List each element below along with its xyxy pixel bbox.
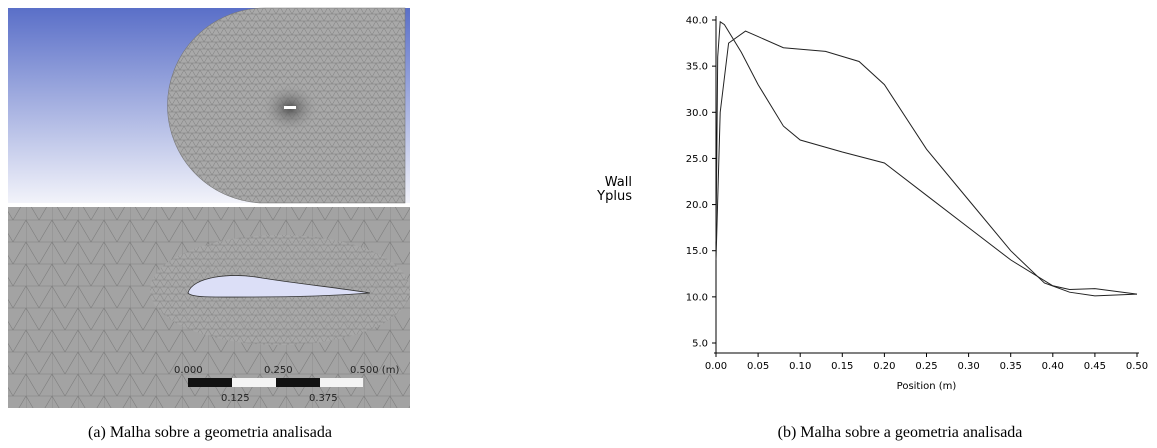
chart: 5.0 10.0 15.0 20.0 25.0 30.0 35.0 40.0 0.00 0.05 0… [686, 16, 1148, 393]
scale-label: 0.125 [221, 393, 250, 404]
y-tick-label: 40.0 [686, 16, 708, 27]
x-tick-label: 0.15 [831, 361, 853, 372]
mesh-domain-image [8, 8, 410, 203]
page: {"figure_a": {"scale_labels": ["0.000", … [0, 0, 1157, 448]
x-tick-label: 0.35 [1000, 361, 1022, 372]
y-tick-label: 20.0 [686, 200, 708, 211]
y-tick-label: 15.0 [686, 246, 708, 257]
caption: (a) Malha sobre a geometria analisada [88, 424, 332, 442]
y-tick-label: 25.0 [686, 154, 708, 165]
data-line [716, 22, 1137, 294]
scale-label: 0.250 [264, 365, 293, 376]
caption: (b) Malha sobre a geometria analisada [778, 424, 1023, 442]
scale-label: 0.500 (m) [350, 365, 399, 376]
scale-label: 0.375 [309, 393, 338, 404]
y-tick-label: 35.0 [686, 62, 708, 73]
x-tick-label: 0.05 [747, 361, 769, 372]
x-tick-label: 0.40 [1042, 361, 1064, 372]
x-tick-label: 0.30 [957, 361, 979, 372]
x-axis-label: Position (m) [897, 381, 957, 392]
y-axis-label: Wall Yplus [586, 176, 632, 204]
x-tick-label: 0.00 [705, 361, 727, 372]
data-line [716, 31, 1137, 296]
x-tick-label: 0.45 [1084, 361, 1106, 372]
x-tick-label: 0.50 [1126, 361, 1148, 372]
x-tick-label: 0.20 [873, 361, 895, 372]
x-tick-label: 0.10 [789, 361, 811, 372]
y-tick-label: 10.0 [686, 292, 708, 303]
figure: 0.000 0.250 0.500 (m) 0.125 0.375 5.0 10.… [0, 0, 1157, 448]
y-tick-label: 5.0 [692, 339, 708, 350]
x-tick-label: 0.25 [915, 361, 937, 372]
mesh-airfoil-image: 0.000 0.250 0.500 (m) 0.125 0.375 [8, 207, 410, 408]
y-tick-label: 30.0 [686, 108, 708, 119]
scale-label: 0.000 [174, 365, 203, 376]
